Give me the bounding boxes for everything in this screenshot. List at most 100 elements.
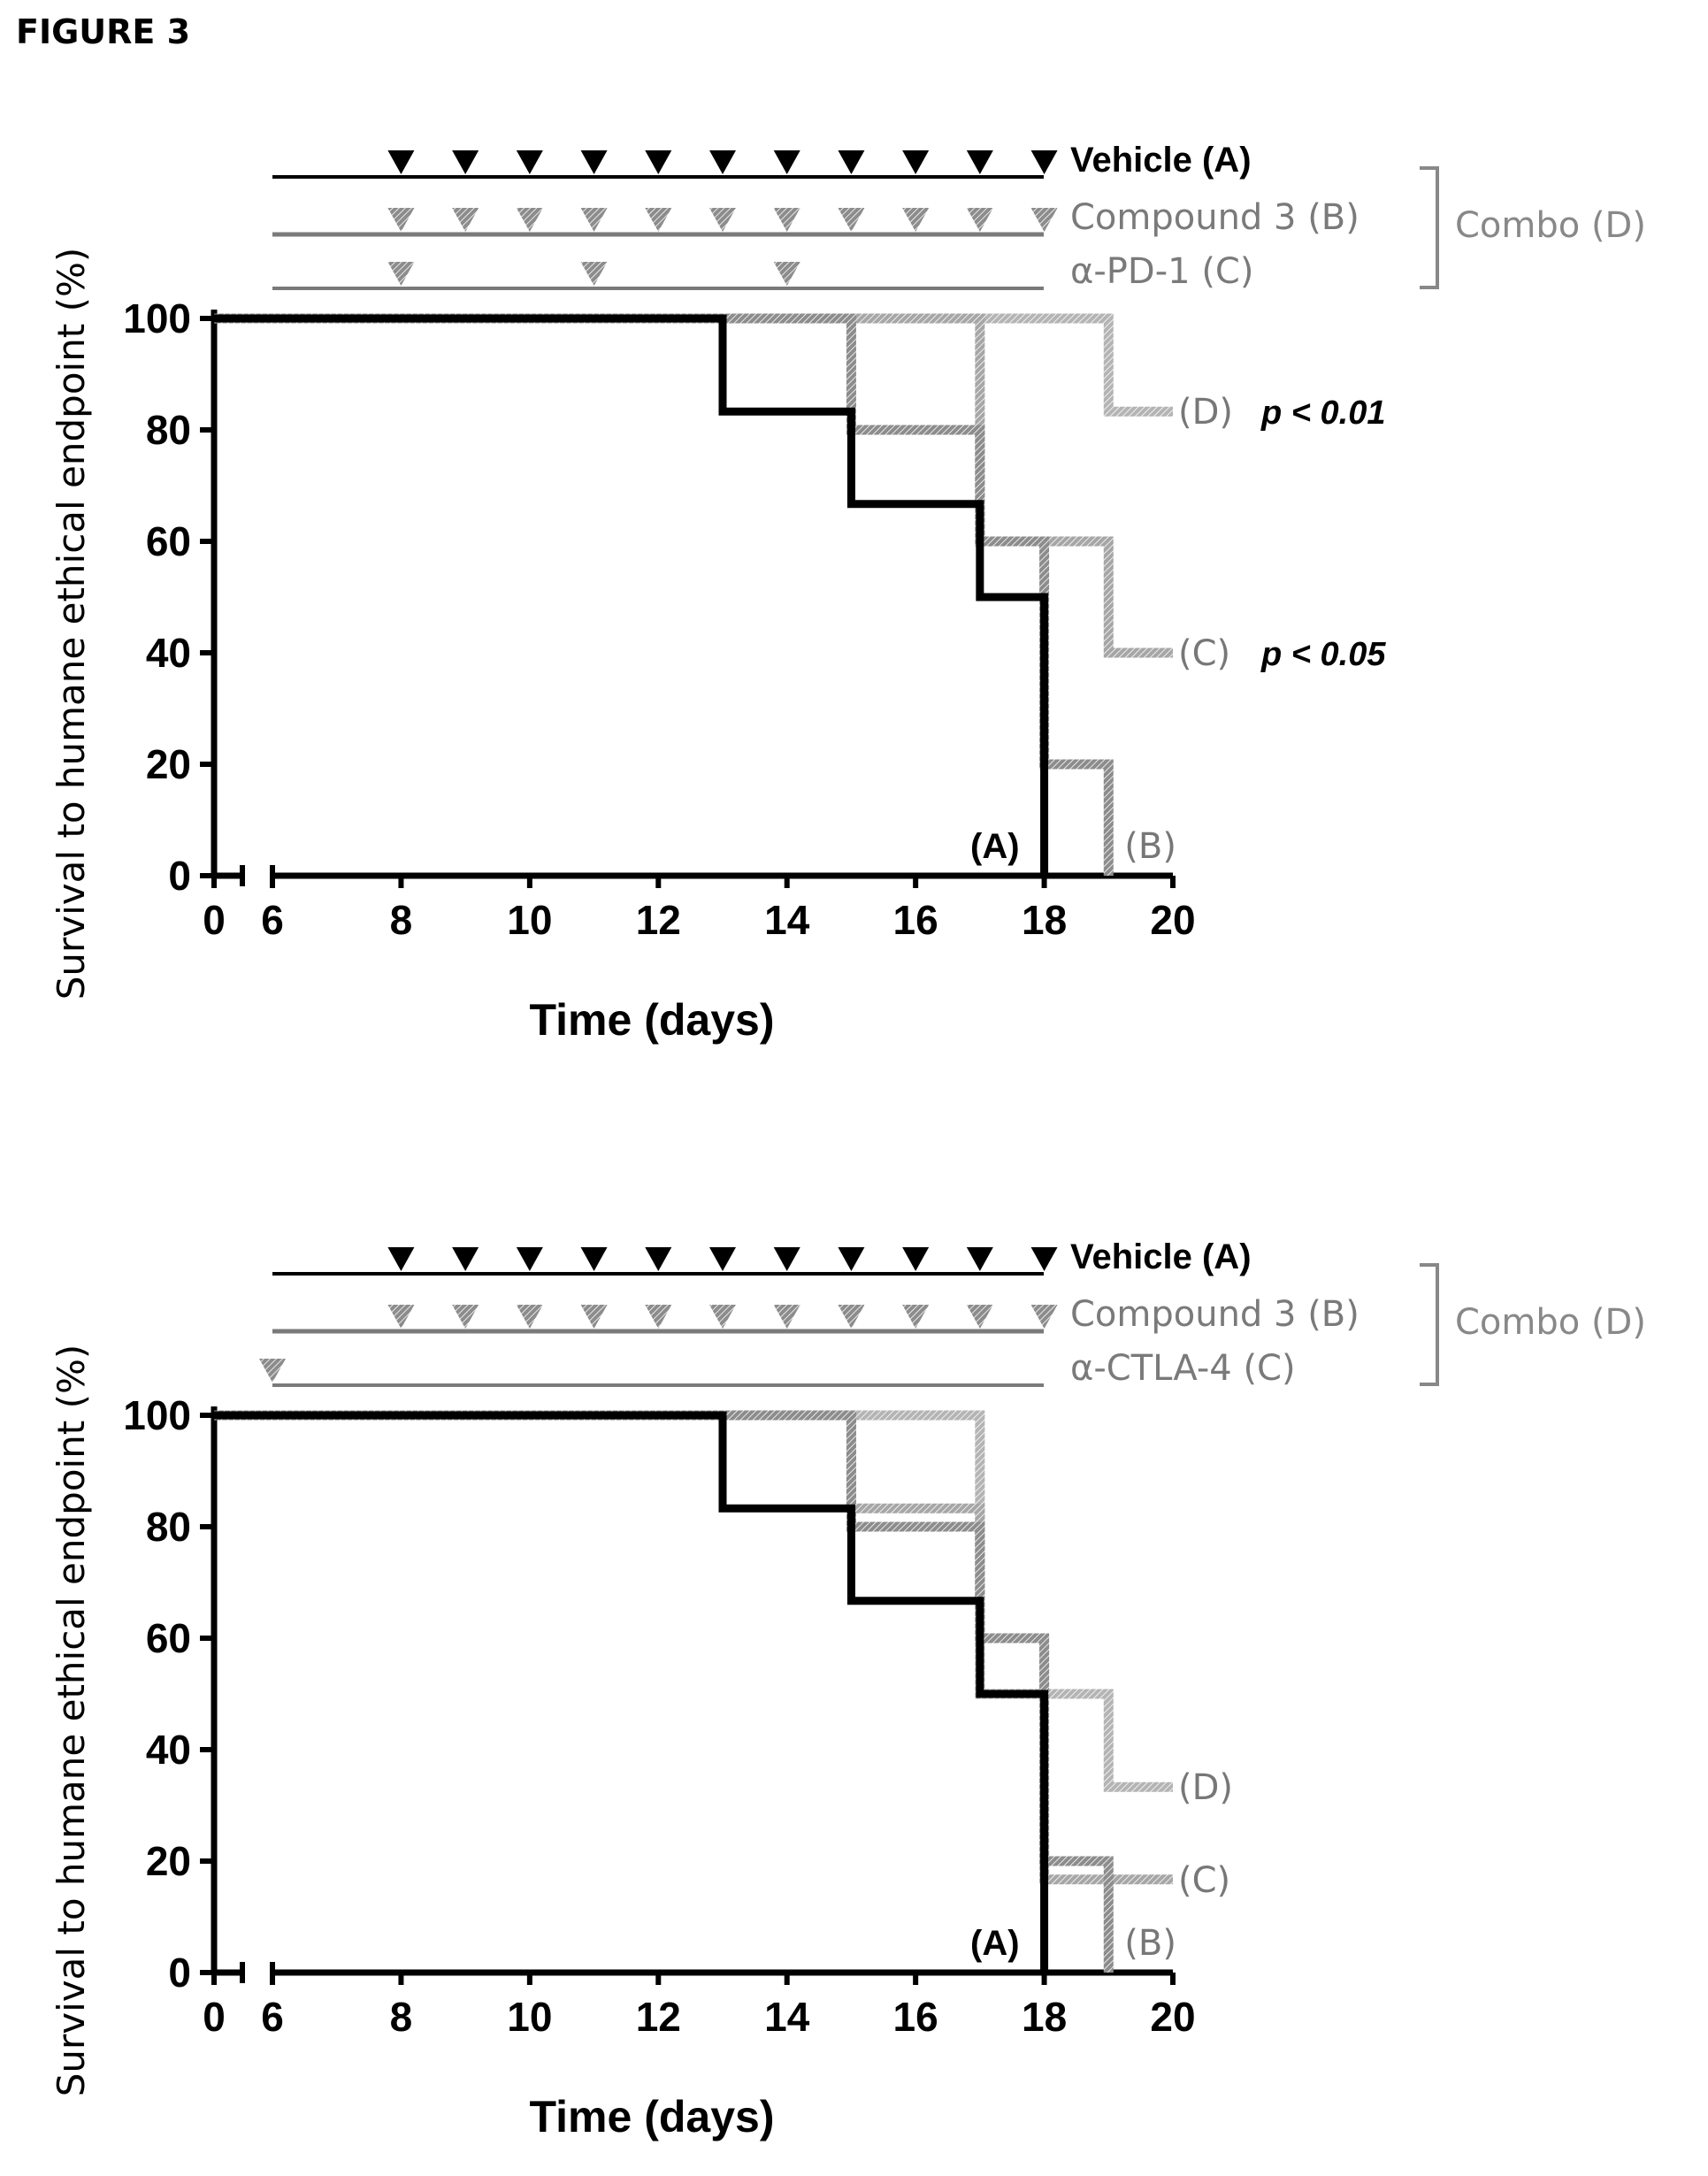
y-tick-label: 20	[146, 1838, 191, 1884]
x-axis-title: Time (days)	[530, 2092, 775, 2142]
dose-marker-icon	[452, 1305, 479, 1329]
survival-chart-2: Vehicle (A) Compound 3 (B) α-CTLA-4 (C) Com…	[50, 1237, 1646, 2142]
combo-bracket	[1420, 166, 1439, 289]
dose-marker-icon	[516, 1247, 543, 1271]
figure-title: FIGURE 3	[16, 12, 191, 51]
dose-marker-icon	[580, 262, 608, 286]
x-tick-label: 6	[261, 1994, 284, 2040]
x-tick-label: 8	[390, 1994, 413, 2040]
y-tick-label: 20	[146, 741, 191, 787]
survival-curve-c	[214, 1410, 1173, 1885]
survival-curve-a	[214, 1411, 1049, 1973]
x-tick-label: 20	[1150, 1994, 1195, 2040]
dose-marker-icon	[838, 1247, 865, 1271]
dose-marker-icon	[966, 1305, 993, 1329]
x-tick-label: 14	[764, 1994, 810, 2040]
dose-marker-icon	[902, 1305, 930, 1329]
dose-marker-icon	[773, 208, 800, 232]
curve-label: (B)	[1124, 826, 1176, 867]
x-tick-label: 0	[203, 897, 226, 943]
dose-marker-icon	[387, 150, 415, 174]
dose-marker-icon	[773, 1247, 800, 1271]
x-tick-label: 14	[764, 897, 810, 943]
curve-label: (D)	[1178, 1767, 1233, 1808]
dose-marker-icon	[645, 150, 672, 174]
dose-marker-icon	[452, 150, 479, 174]
y-axis-title: Survival to humane ethical endpoint (%)	[50, 248, 93, 1000]
dose-marker-icon	[709, 1247, 736, 1271]
x-tick-label: 12	[636, 897, 681, 943]
dose-marker-icon	[580, 208, 608, 232]
curve-label: (C)	[1178, 1860, 1230, 1901]
dose-marker-icon	[902, 150, 930, 174]
y-axis-title: Survival to humane ethical endpoint (%)	[50, 1345, 93, 2097]
dose-marker-icon	[387, 208, 415, 232]
p-value-annotation: p < 0.01	[1260, 395, 1385, 432]
dose-marker-icon	[709, 1305, 736, 1329]
dose-marker-icon	[516, 150, 543, 174]
dose-marker-icon	[645, 208, 672, 232]
dose-marker-icon	[452, 208, 479, 232]
x-axis-title: Time (days)	[530, 995, 775, 1045]
x-tick-label: 10	[507, 897, 552, 943]
dosing-label: Vehicle (A)	[1070, 141, 1252, 180]
curve-label: (A)	[970, 827, 1020, 866]
y-tick-label: 100	[123, 1392, 191, 1438]
dosing-label: α-CTLA-4 (C)	[1070, 1348, 1296, 1389]
dose-marker-icon	[966, 208, 993, 232]
survival-curve-d	[214, 1410, 1173, 1792]
dose-marker-icon	[516, 208, 543, 232]
dose-marker-icon	[966, 1247, 993, 1271]
combo-bracket	[1420, 1263, 1439, 1386]
curve-label: (D)	[1178, 392, 1233, 433]
survival-chart-1: Vehicle (A) Compound 3 (B) α-PD-1 (C) Combo…	[50, 141, 1646, 1045]
x-tick-label: 0	[203, 1994, 226, 2040]
dose-marker-icon	[773, 150, 800, 174]
dose-marker-icon	[387, 262, 415, 286]
survival-curve-a	[214, 314, 1049, 876]
x-tick-label: 18	[1022, 897, 1067, 943]
y-tick-label: 40	[146, 1727, 191, 1773]
dose-marker-icon	[580, 1305, 608, 1329]
dose-marker-icon	[838, 208, 865, 232]
y-tick-label: 80	[146, 407, 191, 453]
survival-curve-d	[214, 313, 1173, 417]
x-tick-label: 10	[507, 1994, 552, 2040]
y-tick-label: 60	[146, 1615, 191, 1661]
dose-marker-icon	[580, 1247, 608, 1271]
x-tick-label: 8	[390, 897, 413, 943]
dose-marker-icon	[387, 1305, 415, 1329]
curve-label: (C)	[1178, 633, 1230, 674]
p-value-annotation: p < 0.05	[1260, 636, 1386, 673]
x-tick-label: 18	[1022, 1994, 1067, 2040]
dose-marker-icon	[1030, 1247, 1058, 1271]
survival-curve-c	[214, 313, 1173, 658]
dose-marker-icon	[452, 1247, 479, 1271]
dose-marker-icon	[709, 150, 736, 174]
combo-label: Combo (D)	[1455, 205, 1646, 246]
y-tick-label: 40	[146, 630, 191, 676]
dose-marker-icon	[516, 1305, 543, 1329]
y-tick-label: 100	[123, 295, 191, 341]
dosing-label: Compound 3 (B)	[1070, 197, 1360, 238]
dosing-label: α-PD-1 (C)	[1070, 251, 1253, 292]
dose-marker-icon	[580, 150, 608, 174]
dosing-label: Compound 3 (B)	[1070, 1294, 1360, 1335]
survival-curve-b	[214, 313, 1114, 876]
x-tick-label: 12	[636, 1994, 681, 2040]
curve-label: (B)	[1124, 1923, 1176, 1964]
dose-marker-icon	[709, 208, 736, 232]
y-tick-label: 60	[146, 518, 191, 564]
survival-curve-b	[214, 1410, 1114, 1973]
dose-marker-icon	[259, 1359, 286, 1383]
dose-marker-icon	[1030, 1305, 1058, 1329]
combo-label: Combo (D)	[1455, 1302, 1646, 1343]
dose-marker-icon	[645, 1247, 672, 1271]
dose-marker-icon	[902, 208, 930, 232]
x-tick-label: 6	[261, 897, 284, 943]
y-tick-label: 0	[168, 1950, 191, 1996]
dosing-label: Vehicle (A)	[1070, 1237, 1252, 1276]
y-tick-label: 0	[168, 853, 191, 899]
dose-marker-icon	[1030, 208, 1058, 232]
x-tick-label: 20	[1150, 897, 1195, 943]
